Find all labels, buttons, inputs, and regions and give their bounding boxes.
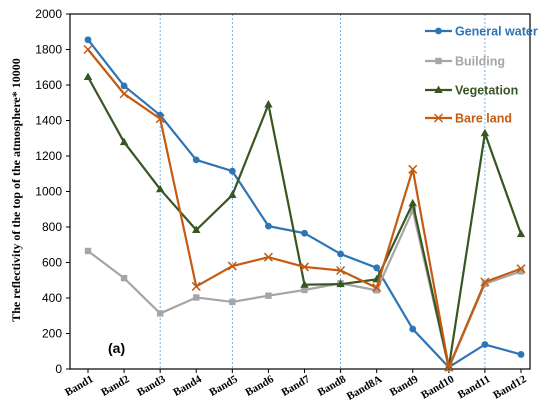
data-point-building (193, 294, 200, 301)
data-point-building (265, 292, 272, 299)
x-tick-label: Band10 (419, 373, 457, 402)
data-point-bare-land (227, 261, 237, 271)
data-point-general-water (481, 341, 489, 348)
panel-label: (a) (108, 340, 125, 356)
data-point-vegetation (119, 137, 129, 146)
data-point-general-water (301, 229, 308, 237)
data-point-general-water (228, 167, 236, 175)
legend-marker (435, 57, 442, 65)
data-point-vegetation (480, 128, 490, 137)
x-tick-label: Band3 (135, 373, 168, 399)
data-point-general-water (84, 36, 92, 44)
data-point-vegetation (83, 72, 93, 81)
legend-item-bare-land: Bare land (425, 112, 512, 126)
data-point-building (84, 247, 92, 255)
legend-marker (433, 113, 444, 123)
data-point-building (156, 310, 164, 317)
data-point-bare-land (299, 262, 310, 272)
data-point-bare-land (191, 281, 201, 291)
data-point-bare-land (408, 164, 418, 174)
data-point-vegetation (336, 279, 345, 288)
data-point-vegetation (408, 198, 417, 207)
data-point-general-water (120, 82, 128, 90)
y-tick-label: 1200 (35, 149, 62, 163)
data-point-bare-land (83, 44, 93, 55)
y-tick-label: 800 (42, 220, 62, 234)
x-tick-label: Band8A (345, 373, 384, 403)
legend-label: Bare land (455, 112, 512, 126)
data-point-vegetation (264, 100, 273, 108)
data-point-bare-land (263, 252, 273, 262)
x-tick-label: Band8 (316, 373, 349, 399)
data-point-vegetation (516, 229, 526, 238)
legend-label: Vegetation (455, 84, 518, 98)
data-point-vegetation (155, 184, 165, 193)
legend-item-general-water: General water (425, 25, 538, 39)
data-point-vegetation (300, 280, 309, 288)
x-tick-label: Band12 (491, 373, 529, 402)
y-axis-label: The reflectivity of the top of the atmos… (9, 58, 23, 322)
legend-label: General water (455, 25, 538, 39)
y-tick-label: 200 (42, 327, 62, 341)
data-point-general-water (409, 325, 417, 333)
y-tick-label: 2000 (35, 7, 62, 21)
x-tick-label: Band1 (63, 373, 95, 399)
x-axis-ticks: Band1 Band2 Band3 Band4 Band5 Band6 Band7 Band8… (63, 369, 529, 403)
data-point-building (409, 206, 416, 214)
data-point-bare-land (119, 89, 129, 99)
data-point-building (373, 287, 380, 294)
data-point-bare-land (480, 277, 490, 287)
y-tick-label: 1400 (35, 114, 62, 128)
x-tick-label: Band9 (388, 373, 421, 399)
y-tick-label: 0 (55, 362, 62, 376)
data-point-general-water (337, 250, 344, 258)
legend-item-building: Building (425, 55, 505, 69)
y-tick-label: 600 (42, 256, 62, 270)
data-point-bare-land (444, 362, 454, 372)
data-point-bare-land (372, 283, 382, 293)
x-tick-label: Band7 (280, 373, 313, 399)
x-tick-label: Band6 (243, 373, 276, 399)
y-tick-label: 1000 (35, 185, 62, 199)
data-point-building (229, 298, 236, 306)
legend-marker (435, 27, 442, 35)
data-point-vegetation (228, 190, 237, 199)
data-point-building (517, 268, 525, 275)
x-tick-label: Band5 (207, 373, 240, 399)
y-axis-ticks: 0 200 400 600 800 1000 1200 1400 1600 1800 2000 (35, 7, 70, 376)
series-group (83, 36, 526, 372)
data-point-general-water (517, 351, 525, 358)
legend-item-vegetation: Vegetation (425, 84, 518, 98)
y-tick-label: 1800 (35, 43, 62, 57)
y-tick-label: 400 (42, 291, 62, 305)
data-point-general-water (373, 264, 381, 272)
data-point-building (120, 274, 128, 282)
series-bare-land (83, 44, 526, 372)
data-point-bare-land (516, 264, 526, 274)
y-tick-label: 1600 (35, 78, 62, 92)
data-point-bare-land (155, 114, 165, 124)
legend: General water Building Vegetation Bare land (425, 25, 538, 126)
x-tick-label: Band4 (171, 373, 204, 399)
legend-label: Building (455, 55, 505, 69)
x-tick-label: Band2 (99, 373, 132, 399)
data-point-building (301, 286, 308, 294)
legend-marker (434, 85, 443, 93)
data-point-bare-land (336, 265, 346, 276)
data-point-general-water (192, 156, 200, 164)
x-tick-label: Band11 (456, 373, 493, 401)
data-point-vegetation (192, 225, 201, 234)
data-point-general-water (265, 222, 272, 230)
